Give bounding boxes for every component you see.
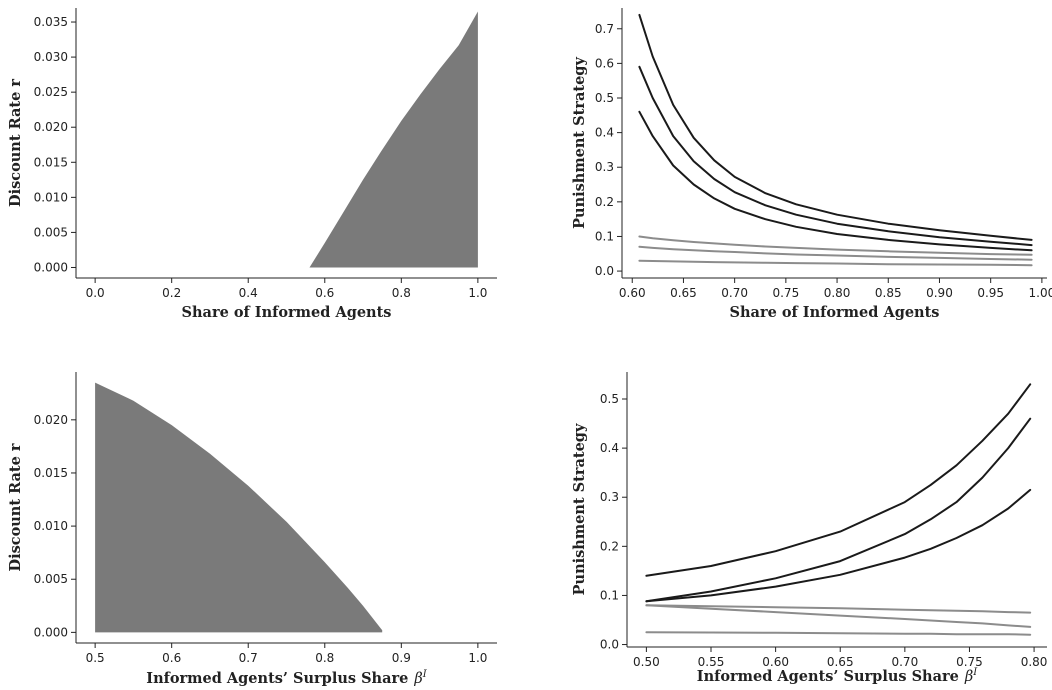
chart-0-y-tick-label: 0.015 <box>34 155 68 169</box>
chart-0-y-tick-label: 0.030 <box>34 50 68 64</box>
panel-top-right-line-chart: 0.60 0.65 0.70 0.75 0.80 0.85 0.90 0.95 1.00 0.0 0… <box>571 8 1052 321</box>
chart-1-y-tick-label: 0.4 <box>595 126 614 140</box>
chart-2-y-tick-label: 0.015 <box>34 466 68 480</box>
panel-top-left-area-chart: 0.0 0.2 0.4 0.6 0.8 1.0 0.000 0.005 0.010 0.015 0.… <box>7 8 497 321</box>
chart-0-y-tick-label: 0.035 <box>34 15 68 29</box>
chart-2-x-tick-label: 0.6 <box>162 651 181 665</box>
panel-bottom-right-line-chart: 0.50 0.55 0.60 0.65 0.70 0.75 0.80 0.0 0.1 0.2 0.3… <box>571 372 1047 685</box>
chart-1-y-axis-title: Punishment Strategy <box>571 57 588 229</box>
chart-0-x-tick-label: 0.2 <box>162 286 181 300</box>
chart-2-y-axis-title: Discount Rate r <box>7 443 24 571</box>
chart-0-y-tick-label: 0.020 <box>34 120 68 134</box>
chart-1-series-line-4 <box>638 235 1033 256</box>
chart-1-y-tick-label: 0.6 <box>595 56 614 70</box>
chart-2-x-tick-label: 1.0 <box>468 651 487 665</box>
chart-0-filled-region <box>309 11 478 268</box>
chart-1-y-tick-label: 0.7 <box>595 22 614 36</box>
chart-1-series-line-2 <box>638 65 1033 247</box>
chart-0-x-axis-title: Share of Informed Agents <box>182 304 392 321</box>
chart-1-y-tick-label: 0.1 <box>595 229 614 243</box>
chart-2-x-axis-title: Informed Agents’ Surplus Share βI <box>146 669 427 687</box>
chart-0-y-tick-label: 0.000 <box>34 260 68 274</box>
chart-0-x-tick-label: 0.0 <box>86 286 105 300</box>
chart-1-x-tick-label: 0.60 <box>619 286 646 300</box>
chart-0-x-tick-label: 0.6 <box>315 286 334 300</box>
chart-1-series-line-5 <box>638 245 1033 261</box>
chart-3-x-axis-title: Informed Agents’ Surplus Share βI <box>697 667 978 685</box>
chart-2-x-tick-label: 0.9 <box>392 651 411 665</box>
chart-2-filled-region <box>95 382 383 633</box>
chart-0-x-tick-label: 0.4 <box>239 286 258 300</box>
chart-3-y-tick-label: 0.3 <box>600 490 619 504</box>
chart-3-y-tick-label: 0.0 <box>600 638 619 652</box>
chart-3-x-tick-label: 0.65 <box>827 655 854 669</box>
chart-3-x-tick-label: 0.70 <box>891 655 918 669</box>
chart-1-x-tick-label: 0.70 <box>721 286 748 300</box>
chart-3-series-line-4 <box>645 604 1032 614</box>
chart-0-x-tick-label: 1.0 <box>468 286 487 300</box>
chart-1-x-tick-label: 0.95 <box>977 286 1004 300</box>
chart-0-y-axis-title: Discount Rate r <box>7 79 24 207</box>
chart-3-y-tick-label: 0.2 <box>600 539 619 553</box>
chart-3-x-tick-label: 0.75 <box>956 655 983 669</box>
chart-1-x-tick-label: 0.90 <box>926 286 953 300</box>
chart-1-x-tick-label: 0.80 <box>824 286 851 300</box>
chart-2-x-tick-label: 0.5 <box>86 651 105 665</box>
chart-1-y-tick-label: 0.0 <box>595 264 614 278</box>
chart-3-x-axis-title-symbol: β <box>964 669 973 685</box>
chart-2-x-axis-title-symbol: β <box>413 671 422 687</box>
chart-1-x-tick-label: 0.65 <box>670 286 697 300</box>
chart-1-series-line-1 <box>638 13 1033 241</box>
chart-3-x-axis-title-superscript: I <box>972 667 978 678</box>
chart-0-y-tick-label: 0.010 <box>34 190 68 204</box>
chart-3-x-tick-label: 0.80 <box>1021 655 1048 669</box>
chart-2-x-axis-title-superscript: I <box>422 669 428 680</box>
chart-1-x-tick-label: 0.75 <box>772 286 799 300</box>
chart-0-y-tick-label: 0.005 <box>34 225 68 239</box>
chart-3-y-axis-title: Punishment Strategy <box>571 423 588 595</box>
chart-1-y-tick-label: 0.2 <box>595 195 614 209</box>
chart-1-x-tick-label: 0.85 <box>875 286 902 300</box>
chart-3-series-line-3 <box>645 488 1032 603</box>
chart-3-x-tick-label: 0.55 <box>698 655 725 669</box>
chart-2-y-tick-label: 0.020 <box>34 413 68 427</box>
chart-2-x-tick-label: 0.7 <box>239 651 258 665</box>
chart-2-y-tick-label: 0.000 <box>34 625 68 639</box>
chart-1-y-tick-label: 0.3 <box>595 160 614 174</box>
chart-2-x-tick-label: 0.8 <box>315 651 334 665</box>
chart-1-series-line-3 <box>638 110 1033 252</box>
chart-3-y-tick-label: 0.1 <box>600 588 619 602</box>
chart-3-series-line-1 <box>645 383 1032 577</box>
chart-0-y-tick-label: 0.025 <box>34 85 68 99</box>
chart-3-y-tick-label: 0.4 <box>600 441 619 455</box>
chart-0-x-tick-label: 0.8 <box>392 286 411 300</box>
chart-2-y-tick-label: 0.005 <box>34 572 68 586</box>
chart-3-x-tick-label: 0.50 <box>633 655 660 669</box>
chart-2-y-tick-label: 0.010 <box>34 519 68 533</box>
chart-3-series-line-5 <box>645 604 1032 628</box>
chart-3-y-tick-label: 0.5 <box>600 392 619 406</box>
chart-1-series-line-6 <box>638 259 1033 267</box>
chart-3-series-line-6 <box>645 631 1032 636</box>
chart-1-y-tick-label: 0.5 <box>595 91 614 105</box>
chart-3-series-line-2 <box>645 417 1032 603</box>
chart-3-x-tick-label: 0.60 <box>762 655 789 669</box>
panel-bottom-left-area-chart: 0.5 0.6 0.7 0.8 0.9 1.0 0.000 0.005 0.010 0.015 0.… <box>7 372 497 687</box>
chart-1-x-axis-title: Share of Informed Agents <box>730 304 940 321</box>
chart-1-x-tick-label: 1.00 <box>1029 286 1052 300</box>
